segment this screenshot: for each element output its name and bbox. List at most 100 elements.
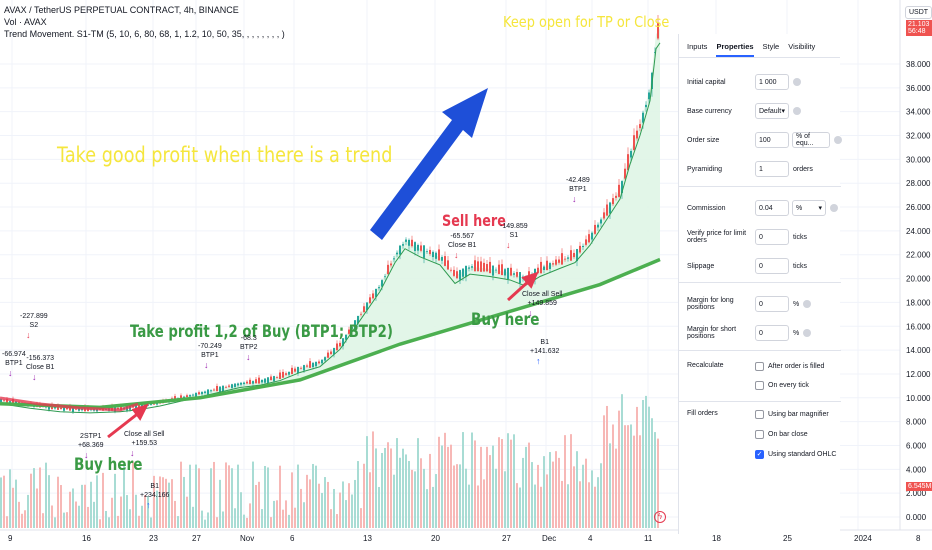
buy-here-right-annotation: Buy here xyxy=(471,310,540,330)
price-tick-label: 26.000 xyxy=(906,203,931,212)
price-tick-label: 28.000 xyxy=(906,179,931,188)
candle xyxy=(66,407,68,410)
volume-bar xyxy=(567,484,569,528)
volume-bar xyxy=(537,464,539,528)
candle xyxy=(6,398,8,403)
candle xyxy=(444,256,446,266)
margin-long-input[interactable]: 0 xyxy=(755,296,789,312)
volume-bar xyxy=(447,446,449,528)
margin-short-input[interactable]: 0 xyxy=(755,325,789,341)
candle xyxy=(246,381,248,384)
volume-bar xyxy=(432,486,434,528)
candle xyxy=(423,245,425,258)
volume-bar xyxy=(582,464,584,528)
time-tick-label: 23 xyxy=(149,534,158,543)
info-icon[interactable] xyxy=(803,329,812,337)
volume-bar xyxy=(627,425,629,528)
volume-bar xyxy=(246,517,248,528)
volume-bar xyxy=(456,464,458,528)
signal-label: -70.249 BTP1 xyxy=(198,343,222,359)
volume-bar xyxy=(81,484,83,528)
pyramiding-input[interactable]: 1 xyxy=(755,161,789,177)
order-size-input[interactable]: 100 xyxy=(755,132,789,148)
base-currency-select[interactable]: Default ▾ xyxy=(755,103,789,119)
volume-bar xyxy=(327,481,329,528)
indicator-legend[interactable]: Trend Movement. S1-TM (5, 10, 6, 80, 68,… xyxy=(4,29,285,39)
standard-ohlc-checkbox[interactable]: ✓ Using standard OHLC xyxy=(755,450,837,459)
bar-magnifier-checkbox[interactable]: Using bar magnifier xyxy=(755,410,829,419)
currency-badge[interactable]: USDT xyxy=(905,6,932,19)
volume-bar xyxy=(129,509,131,528)
tab-inputs[interactable]: Inputs xyxy=(687,42,708,51)
volume-bar xyxy=(96,475,98,528)
commission-input[interactable]: 0.04 xyxy=(755,200,789,216)
info-icon[interactable] xyxy=(803,300,812,308)
volume-bar xyxy=(117,515,119,528)
candle xyxy=(153,403,155,405)
commission-unit-select[interactable]: % ▾ xyxy=(792,200,826,216)
signal-arrow-icon: ↓ xyxy=(204,360,209,370)
volume-bar xyxy=(3,475,5,528)
on-every-tick-checkbox[interactable]: On every tick xyxy=(755,381,809,390)
order-size-row: Order size 100 % of equ... xyxy=(687,132,842,148)
symbol-title[interactable]: AVAX / TetherUS PERPETUAL CONTRACT, 4h, … xyxy=(4,5,239,15)
candle xyxy=(327,352,329,358)
volume-bar xyxy=(27,494,29,528)
volume-bar xyxy=(498,437,500,528)
lightning-icon[interactable]: ϟ xyxy=(654,511,666,523)
volume-bar xyxy=(105,510,107,528)
candle xyxy=(48,405,50,410)
price-tick-label: 12.000 xyxy=(906,370,931,379)
signal-label: B1 +141.632 xyxy=(530,339,560,355)
candle xyxy=(336,343,338,351)
candle xyxy=(216,385,218,392)
info-icon[interactable] xyxy=(830,204,838,212)
candle xyxy=(309,361,311,368)
volume-bar xyxy=(75,501,77,528)
volume-bar xyxy=(648,406,650,528)
after-order-filled-checkbox[interactable]: After order is filled xyxy=(755,362,824,371)
volume-bar xyxy=(426,489,428,528)
info-icon[interactable] xyxy=(793,107,801,115)
volume-bar xyxy=(390,448,392,528)
volume-bar xyxy=(468,484,470,528)
volume-bar xyxy=(45,462,47,528)
volume-bar xyxy=(336,514,338,528)
info-icon[interactable] xyxy=(793,78,801,86)
volume-bar xyxy=(177,516,179,528)
tab-visibility[interactable]: Visibility xyxy=(788,42,816,51)
tab-style[interactable]: Style xyxy=(762,42,780,51)
volume-bar xyxy=(150,517,152,528)
candle xyxy=(603,212,605,219)
candle xyxy=(429,249,431,255)
tab-properties[interactable]: Properties xyxy=(716,42,754,57)
last-price-badge: 21.103 56:48 xyxy=(906,20,932,36)
volume-bar xyxy=(441,445,443,528)
volume-bar xyxy=(465,468,467,528)
volume-bar xyxy=(240,492,242,528)
info-icon[interactable] xyxy=(834,136,842,144)
signal-arrow-icon: ↓ xyxy=(8,368,13,378)
volume-bar xyxy=(585,458,587,528)
candle xyxy=(279,372,281,380)
volume-bar xyxy=(279,465,281,528)
volume-bar xyxy=(555,451,557,528)
candle xyxy=(282,371,284,378)
candle xyxy=(597,224,599,228)
slippage-input[interactable]: 0 xyxy=(755,258,789,274)
volume-legend[interactable]: Vol · AVAX xyxy=(4,17,47,27)
initial-capital-input[interactable]: 1 000 xyxy=(755,74,789,90)
order-size-unit-select[interactable]: % of equ... xyxy=(792,132,830,148)
time-tick-label: 25 xyxy=(783,534,792,543)
volume-bar xyxy=(330,509,332,528)
verify-price-input[interactable]: 0 xyxy=(755,229,789,245)
on-bar-close-checkbox[interactable]: On bar close xyxy=(755,430,808,439)
trend-arrow-icon xyxy=(370,88,488,240)
volume-bar xyxy=(345,500,347,528)
volume-bar xyxy=(348,483,350,528)
volume-bar xyxy=(78,505,80,528)
candle xyxy=(243,382,245,385)
candle xyxy=(600,219,602,224)
candle xyxy=(399,245,401,255)
